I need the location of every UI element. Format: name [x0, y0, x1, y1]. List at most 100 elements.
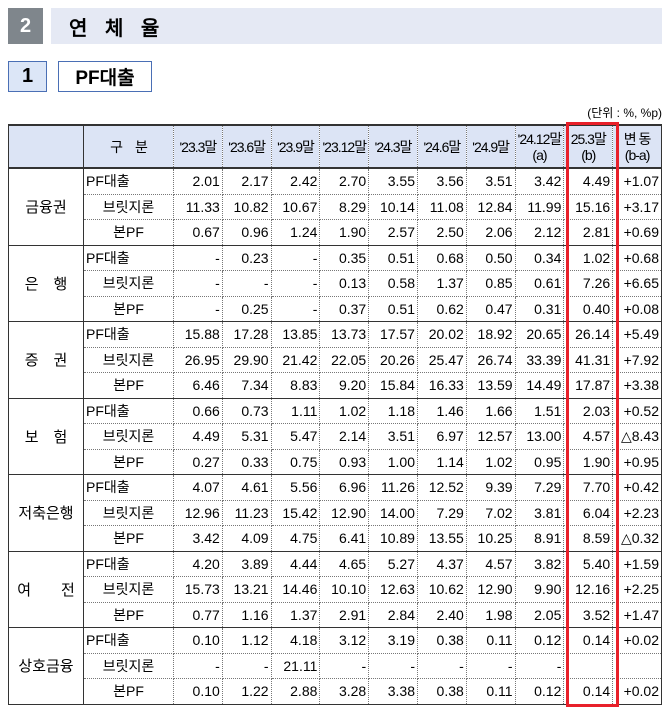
unit-label: (단위 : %, %p) — [587, 106, 662, 120]
column-header: '24.12말 (a) — [514, 124, 565, 169]
subsection-number: 1 — [8, 61, 47, 92]
value-cell: 7.26 — [563, 270, 614, 297]
value-cell: 3.81 — [514, 499, 565, 526]
value-cell: 0.73 — [221, 397, 272, 424]
value-cell: 0.67 — [173, 219, 223, 246]
value-cell: +0.08 — [612, 295, 662, 322]
row-label: 본PF — [83, 525, 174, 552]
group-label: 저축은행 — [8, 474, 84, 552]
value-cell: 4.65 — [319, 550, 370, 577]
group-label: 보 험 — [8, 397, 84, 475]
row-label: 브릿지론 — [83, 652, 174, 679]
value-cell: 14.00 — [368, 499, 418, 526]
row-label: 본PF — [83, 678, 174, 705]
value-cell: 0.58 — [368, 270, 418, 297]
value-cell: 13.59 — [465, 372, 516, 399]
value-cell: 25.47 — [416, 346, 467, 373]
value-cell: 0.75 — [270, 448, 321, 475]
value-cell: 0.61 — [514, 270, 565, 297]
value-cell: 12.96 — [173, 499, 223, 526]
table-row: 본PF 0.77 1.16 1.37 2.91 2.84 2.40 1.98 2.05 3.52 +… — [9, 601, 662, 628]
value-cell: 4.61 — [221, 474, 272, 501]
value-cell: - — [173, 295, 223, 322]
value-cell: 15.84 — [368, 372, 418, 399]
value-cell: 12.57 — [465, 423, 516, 450]
value-cell: 2.17 — [221, 167, 272, 195]
value-cell: 12.63 — [368, 576, 418, 603]
table-row: 브릿지론 - - -0.13 0.58 1.37 0.85 0.61 7.26 +6.65 — [9, 270, 662, 297]
value-cell: +0.02 — [612, 678, 662, 705]
value-cell: 17.28 — [221, 321, 272, 348]
value-cell: 8.91 — [514, 525, 565, 552]
value-cell: 1.37 — [416, 270, 467, 297]
value-cell: 3.12 — [319, 627, 370, 654]
row-label: PF대출 — [83, 167, 174, 195]
value-cell: +0.42 — [612, 474, 662, 501]
value-cell: 5.56 — [270, 474, 321, 501]
value-cell: 0.77 — [173, 601, 223, 628]
value-cell: - — [270, 244, 321, 271]
value-cell: 1.22 — [221, 678, 272, 705]
table-row: 여 전 PF대출 4.20 3.89 4.44 4.65 5.27 4.37 4.57 3.82 5… — [8, 550, 662, 628]
value-cell: 0.11 — [465, 678, 516, 705]
value-cell: 2.06 — [465, 219, 516, 246]
value-cell: 18.92 — [465, 321, 516, 348]
value-cell: 2.01 — [173, 167, 223, 195]
value-cell: 2.70 — [319, 167, 370, 195]
value-cell: - — [270, 270, 321, 297]
table-row: 본PF -0.25-0.37 0.51 0.62 0.47 0.31 0.40 +0.08 — [9, 295, 662, 322]
row-label: 브릿지론 — [83, 423, 174, 450]
value-cell: +1.07 — [612, 167, 662, 195]
header-category: 구 분 — [83, 124, 174, 169]
value-cell: 0.10 — [173, 678, 223, 705]
value-cell: - — [221, 270, 272, 297]
table-row: 본PF 0.27 0.33 0.75 0.93 1.00 1.14 1.02 0.95 1.90 +… — [9, 448, 662, 475]
row-label: 브릿지론 — [83, 270, 174, 297]
value-cell: 15.42 — [270, 499, 321, 526]
value-cell: 4.49 — [173, 423, 223, 450]
value-cell: 0.37 — [319, 295, 370, 322]
value-cell: 3.82 — [514, 550, 565, 577]
value-cell: 10.25 — [465, 525, 516, 552]
row-label: PF대출 — [83, 474, 174, 501]
table-row: 보 험 PF대출 0.66 0.73 1.11 1.02 1.18 1.46 1.66 1.51 2… — [8, 397, 662, 475]
value-cell: 7.02 — [465, 499, 516, 526]
value-cell: 41.31 — [563, 346, 614, 373]
value-cell: 15.73 — [173, 576, 223, 603]
value-cell: 0.68 — [416, 244, 467, 271]
row-label: 본PF — [83, 448, 174, 475]
value-cell: 12.16 — [563, 576, 614, 603]
value-cell: 2.81 — [563, 219, 614, 246]
value-cell: 1.24 — [270, 219, 321, 246]
header-empty — [8, 124, 84, 169]
value-cell: 1.90 — [563, 448, 614, 475]
value-cell: 0.51 — [368, 244, 418, 271]
value-cell: 0.12 — [514, 627, 565, 654]
row-label: 본PF — [83, 372, 174, 399]
row-label: 브릿지론 — [83, 576, 174, 603]
value-cell: 5.27 — [368, 550, 418, 577]
value-cell: 0.40 — [563, 295, 614, 322]
table-row: 본PF 3.42 4.09 4.75 6.41 10.89 13.55 10.25 8.91 8.… — [9, 525, 662, 552]
value-cell: 9.20 — [319, 372, 370, 399]
column-header: '24.3말 — [368, 124, 418, 169]
row-label: PF대출 — [83, 244, 174, 271]
value-cell: 5.47 — [270, 423, 321, 450]
value-cell: 1.37 — [270, 601, 321, 628]
row-label: PF대출 — [83, 550, 174, 577]
value-cell: +2.25 — [612, 576, 662, 603]
value-cell: 26.95 — [173, 346, 223, 373]
value-cell: 2.40 — [416, 601, 467, 628]
value-cell: 6.97 — [416, 423, 467, 450]
value-cell: 10.14 — [368, 193, 418, 220]
value-cell: 1.90 — [319, 219, 370, 246]
value-cell: 7.34 — [221, 372, 272, 399]
value-cell: 13.55 — [416, 525, 467, 552]
column-header: '23.6말 — [221, 124, 272, 169]
value-cell: 20.02 — [416, 321, 467, 348]
value-cell: 0.35 — [319, 244, 370, 271]
value-cell: 11.99 — [514, 193, 565, 220]
value-cell: - — [368, 652, 418, 679]
value-cell: 1.14 — [416, 448, 467, 475]
section-number: 2 — [8, 8, 43, 44]
